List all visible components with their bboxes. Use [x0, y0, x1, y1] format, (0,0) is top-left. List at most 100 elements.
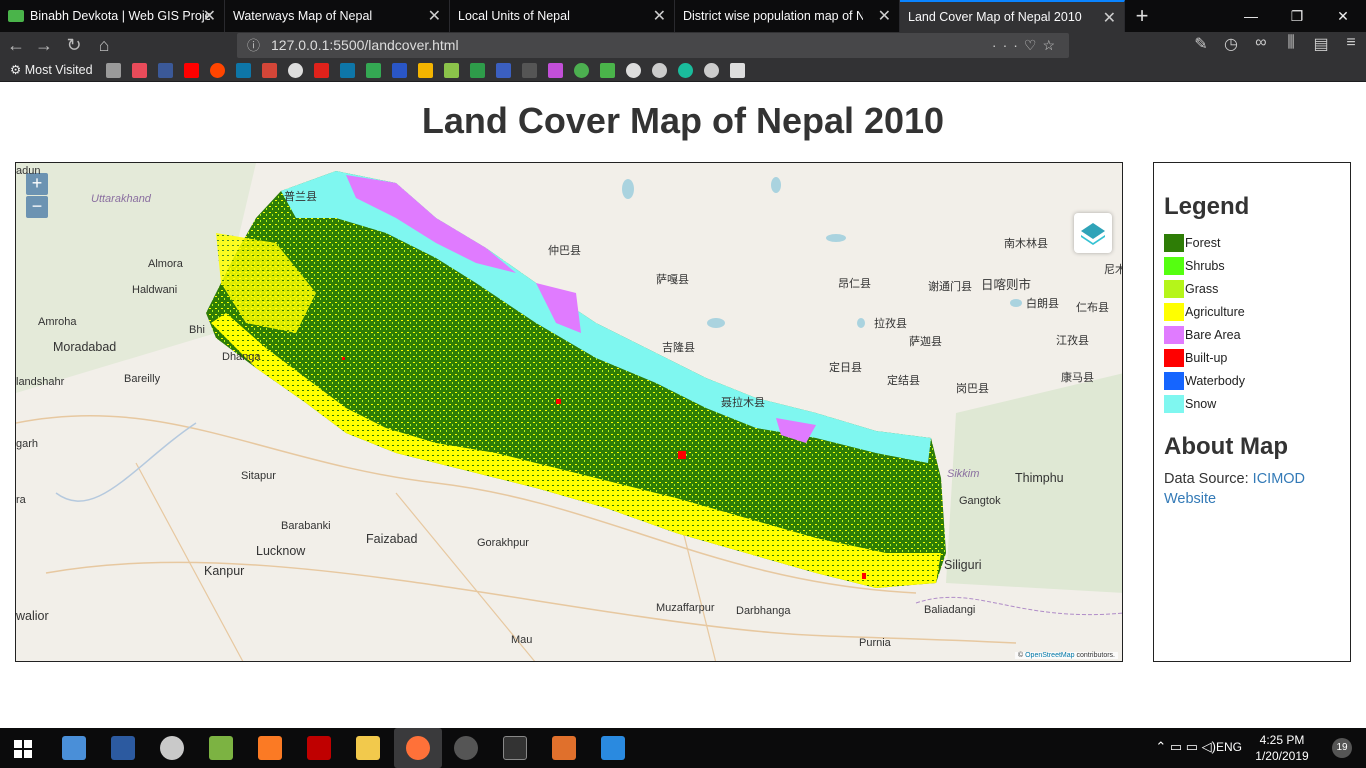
tab-waterways[interactable]: Waterways Map of Nepal ✕	[225, 0, 450, 32]
bookmark-icon[interactable]	[392, 63, 407, 78]
folder-icon[interactable]	[106, 63, 121, 78]
restore-icon[interactable]: ❐	[1290, 7, 1304, 24]
file-explorer-icon[interactable]	[356, 736, 380, 760]
bookmark-icon[interactable]	[574, 63, 589, 78]
library-icon[interactable]: ⫼	[1287, 34, 1295, 51]
sidebar-icon[interactable]: ▤	[1313, 36, 1329, 53]
icimod-link[interactable]: ICIMOD Website	[1164, 471, 1306, 507]
youtube-icon[interactable]	[184, 63, 199, 78]
basemap-and-landcover	[16, 163, 1122, 661]
reload-icon[interactable]: ↻	[66, 35, 82, 55]
place-label: Gorakhpur	[477, 537, 529, 549]
tab-landcover[interactable]: Land Cover Map of Nepal 2010 ✕	[900, 0, 1125, 32]
tab-close-icon[interactable]: ✕	[427, 8, 441, 25]
bookmark-icon[interactable]	[626, 63, 641, 78]
site-info-icon[interactable]: ⓘ	[247, 38, 261, 53]
xampp-icon[interactable]	[258, 736, 282, 760]
bookmark-icon[interactable]	[548, 63, 563, 78]
bookmark-icon[interactable]	[496, 63, 511, 78]
bookmark-icon[interactable]	[678, 63, 693, 78]
place-label: 白朗县	[1026, 298, 1059, 310]
place-label: 聂拉木县	[721, 397, 765, 409]
notification-icon[interactable]: 19	[1332, 738, 1352, 758]
obs-icon[interactable]	[454, 736, 478, 760]
legend-title: Legend	[1164, 193, 1250, 220]
linkedin-icon[interactable]	[236, 63, 251, 78]
facebook-icon[interactable]	[158, 63, 173, 78]
wrench-icon[interactable]: ✎	[1194, 36, 1208, 53]
legend-label: Waterbody	[1185, 373, 1245, 388]
attribution-prefix: ©	[1018, 652, 1026, 659]
bookmark-icon[interactable]	[600, 63, 615, 78]
bookmark-icon[interactable]	[132, 63, 147, 78]
bookmark-icon[interactable]	[730, 63, 745, 78]
linkedin-icon[interactable]	[340, 63, 355, 78]
tab-close-icon[interactable]: ✕	[877, 8, 891, 25]
legend-label: Built-up	[1185, 350, 1228, 365]
clock[interactable]: 4:25 PM 1/20/2019	[1252, 732, 1312, 764]
mask-icon[interactable]: ∞	[1255, 34, 1267, 51]
tab-binabh[interactable]: Binabh Devkota | Web GIS Proje ✕	[0, 0, 225, 32]
history-clock-icon[interactable]: ◷	[1224, 36, 1238, 53]
back-arrow-icon[interactable]: ←	[7, 35, 25, 55]
language-indicator[interactable]: ENG	[1215, 740, 1242, 754]
tab-population[interactable]: District wise population map of Nep ✕	[675, 0, 900, 32]
globe-icon[interactable]	[704, 63, 719, 78]
app-icon[interactable]	[160, 736, 184, 760]
firefox-icon	[406, 736, 430, 760]
control-panel-icon[interactable]	[62, 736, 86, 760]
tray-icons[interactable]: ⌃ ▭ ▭ ◁)	[1155, 739, 1216, 754]
place-label: 南木林县	[1004, 238, 1048, 250]
gmail-icon[interactable]	[262, 63, 277, 78]
github-icon[interactable]	[288, 63, 303, 78]
tab-title: Land Cover Map of Nepal 2010	[908, 10, 1082, 24]
new-tab-plus-icon[interactable]: +	[1135, 3, 1149, 28]
place-label: Sikkim	[947, 468, 980, 480]
tab-close-icon[interactable]: ✕	[1102, 10, 1116, 27]
firefox-taskbar-button[interactable]	[394, 728, 442, 768]
place-label: 尼木	[1104, 264, 1122, 276]
zoom-in-button[interactable]: +	[26, 173, 48, 195]
home-icon[interactable]: ⌂	[98, 35, 110, 55]
legend-label: Forest	[1185, 235, 1221, 250]
forward-arrow-icon[interactable]: →	[35, 35, 53, 55]
layers-control-button[interactable]	[1074, 213, 1112, 253]
legend-swatch	[1164, 371, 1184, 390]
globe-icon[interactable]	[652, 63, 667, 78]
bookmark-icon[interactable]	[418, 63, 433, 78]
url-bar[interactable]: ⓘ 127.0.0.1:5500/landcover.html ···♡☆	[237, 33, 1069, 58]
app-icon[interactable]	[209, 736, 233, 760]
clock-date: 1/20/2019	[1255, 749, 1309, 763]
close-window-icon[interactable]: ✕	[1337, 7, 1349, 24]
filezilla-icon[interactable]	[307, 736, 331, 760]
windows-start-icon[interactable]	[14, 740, 32, 758]
powershell-icon[interactable]	[111, 736, 135, 760]
layers-icon	[1081, 223, 1105, 245]
tab-close-icon[interactable]: ✕	[652, 8, 666, 25]
most-visited-label: Most Visited	[24, 63, 93, 77]
menu-hamburger-icon[interactable]: ≡	[1346, 34, 1356, 51]
legend-swatch	[1164, 233, 1184, 252]
place-label: 拉孜县	[874, 318, 907, 330]
tab-title: District wise population map of Nep	[683, 9, 863, 23]
reddit-icon[interactable]	[210, 63, 225, 78]
tab-local-units[interactable]: Local Units of Nepal ✕	[450, 0, 675, 32]
bookmark-icon[interactable]	[470, 63, 485, 78]
bookmark-icon[interactable]	[522, 63, 537, 78]
bookmark-icon[interactable]	[314, 63, 329, 78]
map-container[interactable]: + − adun Uttarakhand 普兰县 Almora Haldwani…	[15, 162, 1123, 662]
tab-title: Local Units of Nepal	[458, 9, 570, 23]
tab-close-icon[interactable]: ✕	[202, 8, 216, 25]
terminal-icon[interactable]	[503, 736, 527, 760]
drive-icon[interactable]	[366, 63, 381, 78]
page-actions-icon[interactable]: ···♡☆	[991, 37, 1061, 53]
legend-item: Agriculture	[1164, 300, 1245, 323]
vscode-icon[interactable]	[601, 736, 625, 760]
matlab-icon[interactable]	[552, 736, 576, 760]
place-label: landshahr	[16, 376, 65, 388]
zoom-out-button[interactable]: −	[26, 196, 48, 218]
bookmark-icon[interactable]	[444, 63, 459, 78]
attribution-link[interactable]: OpenStreetMap	[1025, 652, 1075, 659]
most-visited-bookmark[interactable]: ⚙ Most Visited	[10, 62, 93, 77]
minimize-icon[interactable]: —	[1244, 8, 1258, 24]
